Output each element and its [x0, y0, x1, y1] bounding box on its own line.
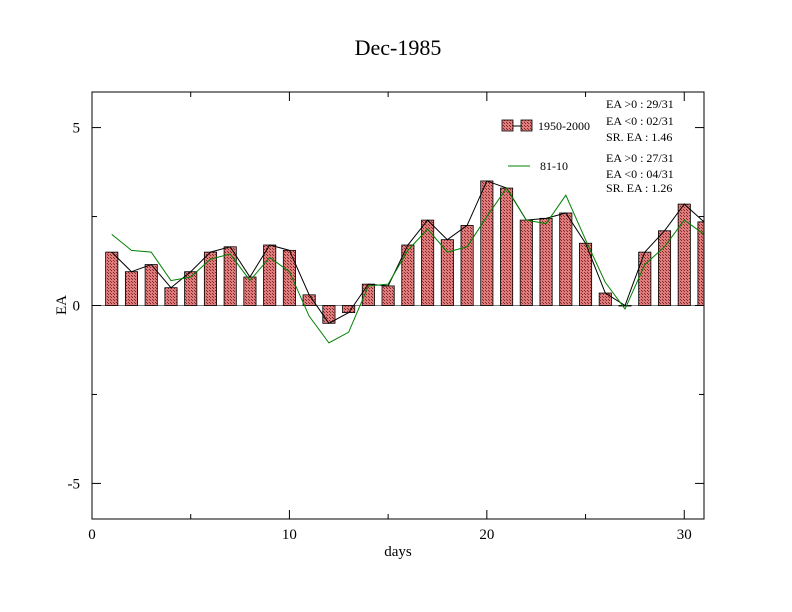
x-axis-label: days [384, 544, 412, 560]
bar-day-26 [598, 292, 612, 306]
bar-day-9 [263, 244, 277, 306]
x-tick-label-10: 10 [282, 527, 297, 543]
x-tick-label-0: 0 [88, 527, 96, 543]
bar-day-3 [144, 264, 158, 306]
bar-day-1 [105, 251, 119, 306]
bar-day-19 [460, 225, 474, 306]
chart-title: Dec-1985 [355, 35, 442, 60]
y-axis-label: EA [54, 295, 70, 315]
bar-day-24 [559, 212, 573, 306]
stat-sr-ea-1950-2000: SR. EA : 1.46 [606, 130, 672, 144]
x-tick-label-20: 20 [479, 527, 494, 543]
stat-ea-pos-1950-2000: EA >0 : 29/31 [606, 97, 674, 111]
bar-day-20 [480, 180, 494, 306]
legend-label-1950-2000: 1950-2000 [538, 119, 590, 133]
stat-ea-neg-81-10: EA <0 : 04/31 [606, 167, 674, 181]
series-line-1950-2000 [111, 180, 705, 324]
bar-day-23 [539, 217, 553, 306]
legend-swatch-right-1950-2000 [520, 119, 533, 132]
bar-day-15 [381, 285, 395, 306]
bar-day-10 [282, 249, 296, 306]
bar-day-7 [223, 246, 237, 306]
x-tick-label-30: 30 [677, 527, 692, 543]
bar-day-4 [164, 287, 178, 306]
bar-day-22 [519, 219, 533, 306]
bar-day-29 [657, 230, 672, 306]
y-tick-label-0: 0 [73, 299, 81, 315]
stat-ea-neg-1950-2000: EA <0 : 02/31 [606, 114, 674, 128]
y-tick-label-5: 5 [73, 121, 81, 137]
bar-day-2 [124, 271, 139, 306]
bar-day-31 [697, 221, 705, 306]
bar-day-21 [500, 187, 514, 306]
bar-day-18 [440, 239, 454, 306]
legend-label-81-10: 81-10 [540, 159, 568, 173]
stat-sr-ea-81-10: SR. EA : 1.26 [606, 181, 672, 195]
stat-ea-pos-81-10: EA >0 : 27/31 [606, 151, 674, 165]
bar-day-30 [677, 203, 691, 306]
y-tick-label--5: -5 [68, 476, 81, 492]
bar-day-6 [203, 251, 217, 306]
legend: 1950-2000 81-10 EA >0 : 29/31 EA <0 : 02… [501, 97, 674, 195]
bar-day-25 [579, 242, 593, 306]
series-line-81-10 [111, 187, 705, 344]
legend-swatch-left-1950-2000 [501, 119, 514, 132]
